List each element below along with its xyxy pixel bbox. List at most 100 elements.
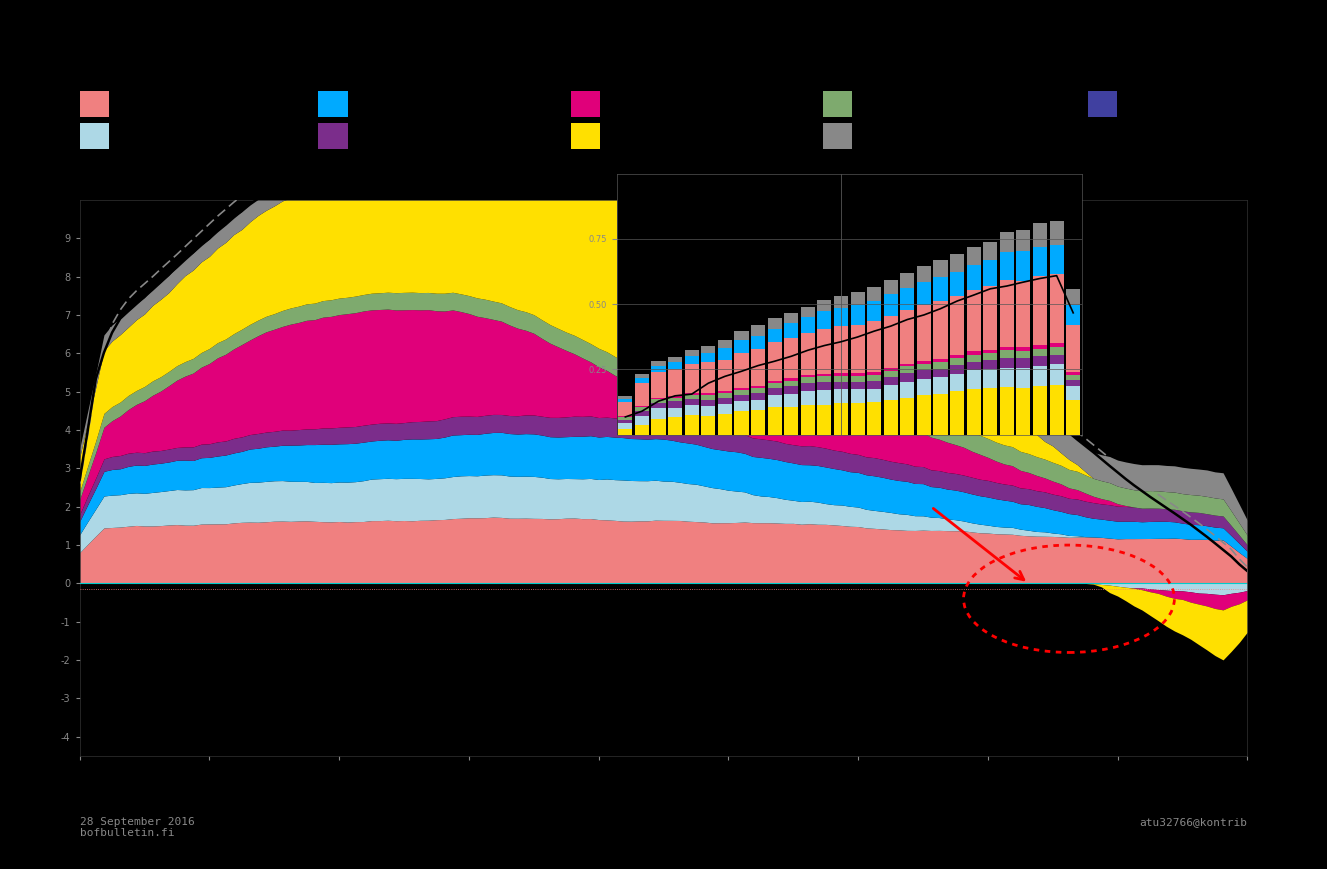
Bar	[950, 296, 965, 355]
Bar	[667, 368, 682, 395]
Bar	[966, 265, 981, 290]
Bar	[652, 403, 666, 408]
Bar	[784, 338, 799, 378]
Bar	[751, 349, 766, 386]
Bar	[767, 318, 782, 328]
Bar	[734, 395, 748, 401]
Bar	[966, 370, 981, 389]
Bar	[833, 389, 848, 403]
Bar	[667, 395, 682, 397]
Bar	[767, 388, 782, 395]
Bar	[983, 388, 998, 434]
Bar	[800, 383, 815, 391]
Bar	[933, 277, 947, 301]
Bar	[618, 402, 633, 416]
Bar	[884, 370, 898, 377]
Bar	[718, 398, 733, 404]
Bar	[851, 293, 865, 305]
Bar	[1050, 355, 1064, 364]
Bar	[618, 396, 633, 399]
Bar	[950, 391, 965, 434]
Bar	[734, 331, 748, 341]
Bar	[701, 353, 715, 362]
Bar	[1016, 358, 1031, 368]
Bar	[734, 401, 748, 411]
Bar	[1016, 229, 1031, 251]
Bar	[667, 401, 682, 408]
Bar	[667, 362, 682, 368]
Bar	[817, 328, 832, 374]
Bar	[685, 415, 699, 434]
Bar	[833, 373, 848, 375]
Bar	[867, 381, 881, 388]
Bar	[784, 378, 799, 381]
Bar	[851, 389, 865, 403]
Bar	[1032, 345, 1047, 348]
Bar	[917, 361, 932, 364]
Bar	[833, 326, 848, 373]
Bar	[767, 328, 782, 342]
Bar	[1016, 348, 1031, 351]
Bar	[718, 393, 733, 398]
Bar	[983, 369, 998, 388]
Bar	[634, 408, 649, 411]
Bar	[884, 295, 898, 315]
Bar	[867, 372, 881, 375]
Bar	[1016, 281, 1031, 348]
Bar	[900, 310, 914, 364]
Bar	[784, 386, 799, 394]
Bar	[933, 395, 947, 434]
Bar	[734, 354, 748, 388]
Bar	[917, 395, 932, 434]
Bar	[867, 375, 881, 381]
Bar	[1066, 400, 1080, 434]
Bar	[933, 260, 947, 277]
Bar	[817, 405, 832, 434]
Bar	[817, 376, 832, 382]
Bar	[851, 325, 865, 373]
Bar	[1050, 274, 1064, 343]
Bar	[784, 394, 799, 407]
Bar	[1016, 388, 1031, 434]
Bar	[718, 340, 733, 348]
Bar	[618, 417, 633, 420]
Bar	[1050, 343, 1064, 348]
Bar	[701, 401, 715, 407]
Bar	[884, 385, 898, 400]
Bar	[685, 350, 699, 356]
Bar	[800, 307, 815, 316]
Bar	[1066, 375, 1080, 380]
Bar	[1016, 351, 1031, 358]
Bar	[734, 341, 748, 354]
Bar	[900, 373, 914, 381]
Bar	[917, 305, 932, 361]
Bar	[917, 379, 932, 395]
Bar	[701, 395, 715, 401]
Bar	[734, 389, 748, 395]
Bar	[1066, 380, 1080, 386]
Bar	[701, 407, 715, 415]
Bar	[718, 391, 733, 393]
Bar	[1066, 289, 1080, 305]
Bar	[817, 382, 832, 390]
Bar	[618, 429, 633, 434]
Bar	[966, 355, 981, 362]
Bar	[999, 358, 1014, 368]
Bar	[784, 407, 799, 434]
Bar	[1032, 276, 1047, 345]
Bar	[851, 376, 865, 382]
Bar	[767, 342, 782, 381]
Bar	[884, 315, 898, 368]
Bar	[685, 395, 699, 399]
Bar	[933, 301, 947, 359]
Bar	[817, 374, 832, 376]
Bar	[1032, 386, 1047, 434]
Bar	[667, 408, 682, 416]
Bar	[900, 398, 914, 434]
Bar	[1016, 368, 1031, 388]
Bar	[718, 360, 733, 391]
Bar	[900, 367, 914, 373]
Text: 28 September 2016
bofbulletin.fi: 28 September 2016 bofbulletin.fi	[80, 817, 194, 839]
Bar	[900, 273, 914, 288]
Bar	[933, 368, 947, 377]
